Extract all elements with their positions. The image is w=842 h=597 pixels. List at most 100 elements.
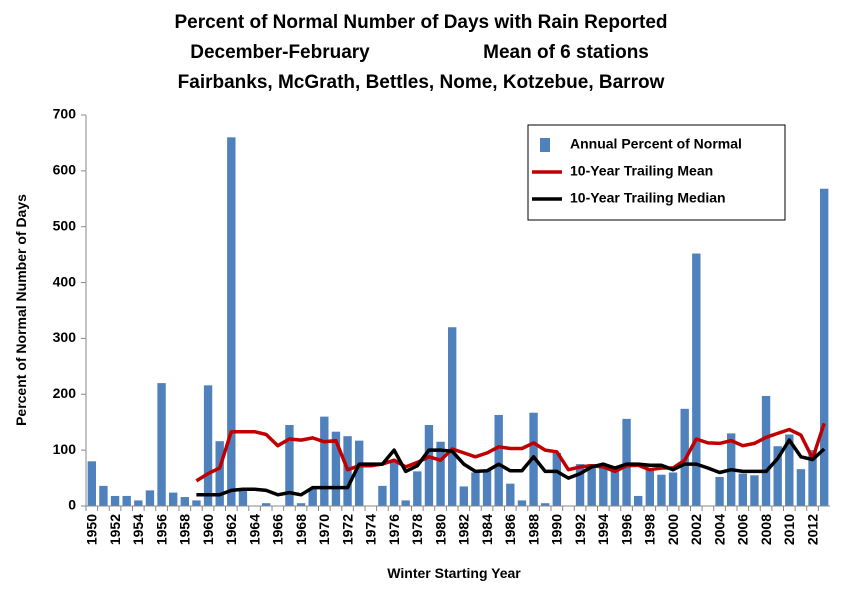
line	[196, 438, 826, 497]
bar	[378, 485, 387, 506]
bar	[134, 500, 143, 506]
x-tick-label: 2002	[688, 514, 704, 545]
bar	[610, 469, 620, 506]
bar	[99, 485, 108, 506]
x-tick-label: 2004	[711, 514, 727, 545]
bar	[122, 495, 131, 506]
legend-swatch	[540, 138, 550, 152]
bar	[145, 490, 155, 506]
bar	[808, 450, 817, 506]
bar	[320, 416, 329, 506]
chart-title: Percent of Normal Number of Days with Ra…	[174, 12, 667, 33]
y-tick-label: 0	[68, 497, 76, 513]
bar	[87, 461, 96, 506]
x-tick-label: 1962	[223, 514, 239, 545]
x-tick-label: 1994	[595, 514, 611, 545]
bar	[157, 383, 166, 506]
bar	[262, 503, 271, 506]
x-tick-label: 1950	[84, 514, 100, 545]
x-tick-label: 1982	[456, 514, 472, 545]
bar	[820, 188, 829, 506]
bar	[738, 473, 747, 506]
y-tick-label: 600	[53, 162, 77, 178]
bar	[110, 495, 120, 506]
x-tick-label: 1980	[432, 514, 448, 545]
bar	[238, 490, 248, 506]
y-tick-label: 500	[53, 217, 77, 233]
bar	[389, 461, 399, 506]
bar	[796, 469, 806, 506]
x-tick-label: 1960	[200, 514, 216, 545]
bar	[436, 441, 445, 506]
y-tick-label: 100	[53, 441, 77, 457]
bar	[692, 253, 701, 506]
x-tick-label: 1958	[177, 514, 193, 545]
bar	[169, 492, 178, 506]
x-tick-label: 2008	[758, 514, 774, 545]
x-tick-label: 1974	[363, 514, 379, 545]
y-tick-label: 400	[53, 273, 77, 289]
bar	[471, 472, 480, 506]
y-axis-title: Percent of Normal Number of Days	[13, 194, 29, 426]
x-tick-label: 1990	[549, 514, 565, 545]
x-tick-label: 1970	[316, 514, 332, 545]
x-tick-label: 1978	[409, 514, 425, 545]
bar	[575, 464, 585, 506]
bar	[203, 385, 213, 506]
x-tick-label: 2000	[665, 514, 681, 545]
bar	[657, 474, 666, 506]
bar	[413, 471, 422, 506]
bar	[355, 440, 364, 506]
x-tick-label: 1972	[339, 514, 355, 545]
x-axis-title: Winter Starting Year	[387, 565, 521, 581]
legend-label: 10-Year Trailing Mean	[570, 163, 713, 179]
bar	[599, 464, 608, 506]
x-tick-label: 2006	[735, 514, 751, 545]
bar	[785, 434, 794, 506]
chart-subtitle: Mean of 6 stations	[483, 42, 649, 63]
bar	[331, 431, 341, 506]
legend-label: 10-Year Trailing Median	[570, 190, 726, 206]
x-tick-label: 1956	[153, 514, 169, 545]
legend-box	[527, 124, 786, 221]
x-tick-label: 1964	[246, 514, 262, 545]
bar	[285, 425, 294, 506]
x-tick-label: 1968	[293, 514, 309, 545]
bar	[494, 414, 503, 506]
bar	[296, 503, 306, 506]
bar	[424, 425, 434, 506]
bar	[401, 500, 410, 506]
bar	[761, 395, 771, 506]
bar	[180, 497, 189, 506]
x-tick-label: 1996	[618, 514, 634, 545]
y-tick-label: 300	[53, 329, 77, 345]
x-tick-label: 1976	[386, 514, 402, 545]
x-tick-label: 2012	[804, 514, 820, 545]
x-tick-label: 1966	[270, 514, 286, 545]
bar	[668, 472, 678, 506]
legend: Annual Percent of Normal 10-Year Trailing…	[527, 124, 786, 221]
x-tick-label: 1988	[525, 514, 541, 545]
line	[195, 422, 826, 483]
bar	[715, 476, 724, 506]
bar	[448, 327, 457, 506]
chart-subtitle: December-February	[190, 42, 370, 63]
bar	[750, 475, 759, 506]
x-tick-label: 1984	[479, 514, 495, 545]
x-tick-label: 2010	[781, 514, 797, 545]
bar	[227, 137, 236, 507]
bar	[308, 489, 317, 506]
bar	[645, 469, 654, 506]
chart-subtitle: Fairbanks, McGrath, Bettles, Nome, Kotze…	[178, 72, 665, 93]
x-tick-label: 1986	[502, 514, 518, 545]
bar	[482, 469, 492, 506]
bar	[773, 446, 782, 506]
x-tick-label: 1952	[107, 514, 123, 545]
bar	[506, 483, 515, 506]
bar	[192, 500, 201, 506]
bar	[459, 486, 468, 506]
bar	[634, 495, 643, 506]
y-tick-label: 200	[53, 385, 77, 401]
legend-label: Annual Percent of Normal	[570, 136, 742, 152]
